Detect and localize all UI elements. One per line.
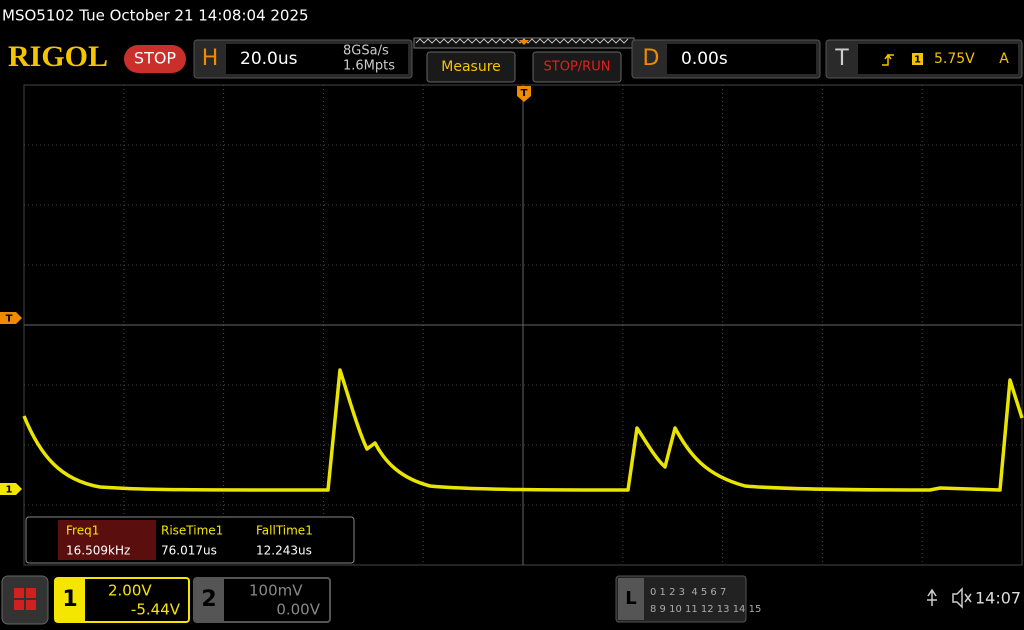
trigger-position-marker: T bbox=[521, 88, 528, 99]
channel2-tab bbox=[194, 578, 224, 622]
measure-label: Measure bbox=[441, 59, 501, 75]
brand: RIGOL bbox=[8, 40, 108, 73]
logic-panel[interactable] bbox=[615, 575, 747, 623]
sample-rate: 8GSa/s bbox=[343, 44, 389, 59]
trigger-level: 5.75V bbox=[934, 51, 975, 67]
stop-run-label: STOP/RUN bbox=[544, 60, 611, 75]
measure-columns: Freq1 16.509kHz RiseTime1 76.017us FallTime1… bbox=[66, 524, 313, 558]
menu-button[interactable] bbox=[1, 575, 49, 625]
delay-label: D bbox=[643, 46, 660, 71]
channel1-offset: -5.44V bbox=[131, 601, 181, 619]
measure-value: 12.243us bbox=[256, 544, 312, 558]
memory-marker bbox=[519, 40, 529, 45]
logic-label: L bbox=[625, 588, 636, 609]
channel1-number: 1 bbox=[62, 587, 77, 612]
trigger-source: 1 bbox=[914, 55, 921, 66]
edge-icon bbox=[882, 53, 894, 66]
horizontal-label: H bbox=[202, 46, 219, 71]
measure-highlight bbox=[58, 520, 156, 560]
measure-name: RiseTime1 bbox=[161, 524, 223, 538]
channel2-offset: 0.00V bbox=[276, 601, 320, 619]
run-state-badge bbox=[124, 45, 186, 73]
trigger-source-badge bbox=[912, 53, 923, 65]
timebase: 20.0us bbox=[240, 49, 298, 69]
trigger-label: T bbox=[834, 46, 849, 71]
logic-row2: 8 9 10 11 12 13 14 15 bbox=[650, 604, 761, 615]
horizontal-field bbox=[226, 44, 408, 74]
memory-depth: 1.6Mpts bbox=[343, 59, 395, 74]
measure-name: Freq1 bbox=[66, 524, 99, 538]
channel1-tab bbox=[55, 578, 85, 622]
logic-row1: 0 1 2 3 4 5 6 7 bbox=[650, 587, 726, 598]
channel1-marker-shape bbox=[0, 483, 22, 495]
channel2-scale: 100mV bbox=[249, 582, 303, 600]
measure-name: FallTime1 bbox=[256, 524, 313, 538]
measure-button[interactable] bbox=[426, 51, 516, 83]
logic-tab bbox=[618, 578, 644, 620]
trigger-level-marker: T bbox=[6, 314, 13, 325]
mute-icon[interactable] bbox=[952, 587, 972, 609]
trigger-level-marker-shape bbox=[0, 312, 22, 324]
status-title: MSO5102 Tue October 21 14:08:04 2025 bbox=[2, 7, 309, 25]
delay-field bbox=[667, 44, 816, 74]
trigger-position-marker-shape bbox=[517, 86, 531, 102]
measure-value: 16.509kHz bbox=[66, 544, 130, 558]
trigger-mode: A bbox=[999, 51, 1009, 67]
channel2-number: 2 bbox=[201, 587, 216, 612]
stop-run-button[interactable] bbox=[532, 51, 622, 83]
delay-value: 0.00s bbox=[681, 49, 728, 69]
trigger-field bbox=[858, 44, 1018, 74]
clock: 14:07 bbox=[975, 589, 1021, 608]
channel1-scale: 2.00V bbox=[108, 582, 152, 600]
measure-value: 76.017us bbox=[161, 544, 217, 558]
channel1-trace bbox=[22, 368, 1024, 492]
run-state: STOP bbox=[134, 49, 177, 68]
graticule bbox=[23, 84, 1023, 566]
channel1-marker: 1 bbox=[6, 485, 13, 496]
menu-icon bbox=[14, 588, 36, 610]
usb-icon bbox=[927, 588, 937, 606]
